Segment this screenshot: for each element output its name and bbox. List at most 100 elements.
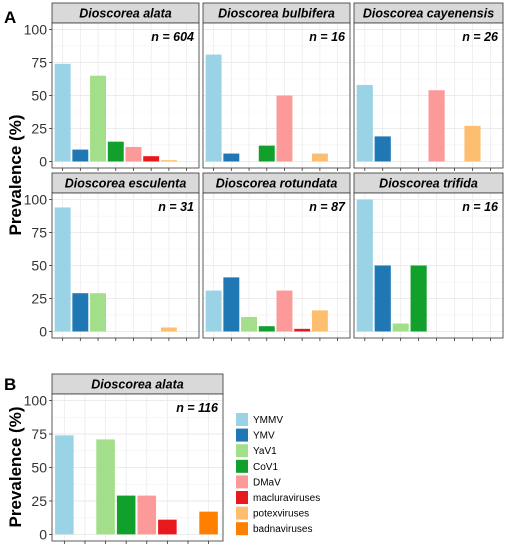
chart-panel: Dioscorea esculenta n = 31 0 25 50 75 100 bbox=[24, 172, 200, 341]
sample-size-label: n = 604 bbox=[151, 30, 194, 44]
chart-panel: Dioscorea alata n = 604 0 25 50 75 100 bbox=[24, 2, 200, 171]
sample-size-label: n = 87 bbox=[309, 200, 346, 214]
legend-label: macluraviruses bbox=[253, 493, 320, 504]
legend-swatch bbox=[236, 413, 248, 426]
legend-label: CoV1 bbox=[253, 462, 278, 473]
panel-title: Dioscorea cayenensis bbox=[363, 7, 494, 21]
y-tick-label: 25 bbox=[31, 493, 47, 509]
bar-potexviruses bbox=[464, 125, 481, 162]
bar-potexviruses bbox=[311, 153, 328, 162]
bar-macluraviruses bbox=[294, 328, 311, 332]
legend-label: YMMV bbox=[253, 415, 283, 426]
bar-macluraviruses bbox=[158, 519, 177, 535]
bar-yav1 bbox=[241, 316, 258, 332]
bar-macluraviruses bbox=[143, 156, 160, 162]
bar-yav1 bbox=[90, 293, 107, 332]
bar-ymmv bbox=[356, 84, 373, 162]
panel-title: Dioscorea alata bbox=[79, 7, 171, 21]
chart-panel: Dioscorea cayenensis n = 26 bbox=[353, 2, 504, 171]
panel-label-b: B bbox=[4, 375, 16, 394]
bar-yav1 bbox=[392, 323, 409, 332]
y-tick-label: 75 bbox=[31, 426, 47, 442]
y-tick-label: 0 bbox=[39, 323, 47, 339]
panel-border bbox=[202, 192, 351, 339]
legend-swatch bbox=[236, 428, 248, 442]
bar-cov1 bbox=[258, 145, 275, 162]
bar-dmav bbox=[276, 95, 293, 162]
y-axis-label-b: Prevalence (%) bbox=[6, 407, 25, 528]
bar-ymmv bbox=[54, 63, 71, 162]
bar-ymv bbox=[72, 149, 89, 162]
chart-panel: Dioscorea alata n = 116 0 25 50 75 100 bbox=[24, 373, 224, 544]
bar-ymv bbox=[374, 136, 391, 162]
legend-swatch bbox=[236, 491, 248, 504]
bar-cov1 bbox=[116, 495, 136, 535]
legend-swatch bbox=[236, 475, 248, 489]
bar-ymv bbox=[374, 265, 391, 332]
legend-swatch bbox=[236, 459, 248, 473]
bar-potexviruses bbox=[160, 160, 177, 162]
sample-size-label: n = 31 bbox=[158, 200, 194, 214]
y-tick-label: 75 bbox=[31, 225, 47, 241]
panel-border bbox=[202, 22, 351, 169]
bar-dmav bbox=[428, 90, 445, 162]
chart-panel: Dioscorea bulbifera n = 16 bbox=[202, 2, 351, 171]
legend-label: badnaviruses bbox=[253, 524, 312, 535]
sample-size-label: n = 116 bbox=[176, 401, 219, 415]
sample-size-label: n = 16 bbox=[462, 200, 499, 214]
y-tick-label: 50 bbox=[31, 88, 47, 104]
legend-label: YMV bbox=[253, 431, 275, 442]
legend-swatch bbox=[236, 506, 248, 520]
panel-title: Dioscorea alata bbox=[91, 378, 183, 392]
legend-swatch bbox=[236, 444, 248, 458]
bar-ymmv bbox=[205, 290, 222, 332]
bar-potexviruses bbox=[160, 327, 177, 332]
bar-cov1 bbox=[410, 265, 427, 332]
bar-badnaviruses bbox=[199, 511, 218, 535]
panel-title: Dioscorea rotundata bbox=[216, 177, 338, 191]
panel-title: Dioscorea trifida bbox=[379, 177, 478, 191]
bar-cov1 bbox=[258, 326, 275, 332]
legend: YMMV YMV YaV1 CoV1 DMaV macluraviruses potexvi… bbox=[236, 413, 320, 536]
sample-size-label: n = 26 bbox=[462, 30, 499, 44]
y-axis-label-a: Prevalence (%) bbox=[6, 115, 25, 236]
bar-cov1 bbox=[107, 141, 124, 162]
y-tick-label: 50 bbox=[31, 460, 47, 476]
bar-ymv bbox=[223, 153, 240, 162]
bar-ymmv bbox=[55, 435, 74, 535]
panel-label-a: A bbox=[4, 8, 16, 27]
legend-label: DMaV bbox=[253, 477, 281, 488]
bar-ymmv bbox=[205, 54, 222, 162]
chart-panel: Dioscorea rotundata n = 87 bbox=[202, 172, 351, 341]
sample-size-label: n = 16 bbox=[309, 30, 346, 44]
y-tick-label: 100 bbox=[24, 22, 48, 38]
y-tick-label: 75 bbox=[31, 55, 47, 71]
panel-title: Dioscorea esculenta bbox=[65, 177, 187, 191]
y-tick-label: 100 bbox=[24, 192, 48, 208]
bar-ymmv bbox=[356, 199, 373, 332]
bar-yav1 bbox=[90, 75, 107, 162]
bar-dmav bbox=[276, 290, 293, 332]
y-tick-label: 0 bbox=[39, 153, 47, 169]
legend-label: YaV1 bbox=[253, 446, 277, 457]
bar-ymv bbox=[223, 277, 240, 332]
bar-ymmv bbox=[54, 207, 71, 332]
bar-dmav bbox=[137, 495, 157, 535]
panel-border bbox=[353, 22, 504, 169]
bar-dmav bbox=[125, 146, 142, 162]
panel-border bbox=[353, 192, 504, 339]
bar-potexviruses bbox=[311, 310, 328, 332]
y-tick-label: 25 bbox=[31, 290, 47, 306]
panel-title: Dioscorea bulbifera bbox=[218, 7, 335, 21]
bar-yav1 bbox=[96, 439, 115, 535]
bar-ymv bbox=[72, 293, 89, 332]
y-tick-label: 50 bbox=[31, 258, 47, 274]
legend-label: potexviruses bbox=[253, 509, 309, 520]
y-tick-label: 0 bbox=[39, 526, 47, 542]
y-tick-label: 100 bbox=[24, 393, 48, 409]
legend-swatch bbox=[236, 522, 248, 536]
chart-panel: Dioscorea trifida n = 16 bbox=[353, 172, 504, 341]
y-tick-label: 25 bbox=[31, 120, 47, 136]
